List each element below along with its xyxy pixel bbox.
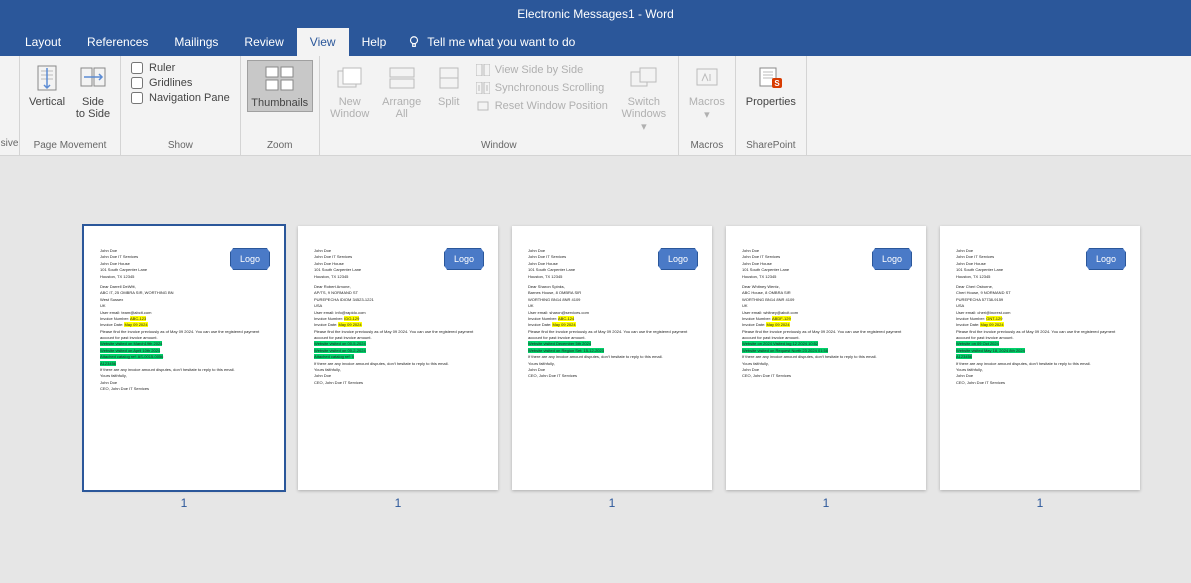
logo-badge: Logo (230, 248, 270, 270)
ribbon: sive Vertical Side to Side Page Movement… (0, 56, 1191, 156)
macros-label: Macros▾ (689, 96, 725, 121)
thumbnail-wrap: LogoJohn DoeJohn Doe IT ServicesJohn Doe… (298, 226, 498, 510)
arrange-all-label: Arrange All (382, 96, 421, 120)
vertical-icon (31, 62, 63, 94)
side-to-side-label: Side to Side (76, 96, 110, 120)
side-by-side-icon (476, 63, 490, 77)
properties-icon: S (755, 62, 787, 94)
group-show: Ruler Gridlines Navigation Pane Show (121, 56, 241, 155)
split-label: Split (438, 96, 459, 108)
ruler-checkbox[interactable]: Ruler (131, 62, 230, 74)
page-thumbnail[interactable]: LogoJohn DoeJohn Doe IT ServicesJohn Doe… (726, 226, 926, 490)
logo-badge: Logo (1086, 248, 1126, 270)
nav-check-input[interactable] (131, 92, 143, 104)
group-window: New Window Arrange All Split View Side b… (320, 56, 679, 155)
group-macros: Macros▾ Macros (679, 56, 736, 155)
ruler-check-input[interactable] (131, 62, 143, 74)
view-side-by-side-button[interactable]: View Side by Side (472, 62, 612, 78)
new-window-label: New Window (330, 96, 369, 120)
group-immersive-label: sive (1, 139, 19, 151)
switch-windows-button[interactable]: Switch Windows ▾ (616, 60, 672, 135)
thumbnail-wrap: LogoJohn DoeJohn Doe IT ServicesJohn Doe… (726, 226, 926, 510)
thumbnail-wrap: LogoJohn DoeJohn Doe IT ServicesJohn Doe… (84, 226, 284, 510)
switch-windows-icon (628, 62, 660, 94)
thumbnails-icon (264, 63, 296, 95)
side-to-side-button[interactable]: Side to Side (72, 60, 114, 122)
tell-me-label: Tell me what you want to do (427, 35, 575, 49)
arrange-all-button[interactable]: Arrange All (378, 60, 426, 122)
sync-scrolling-button[interactable]: Synchronous Scrolling (472, 80, 612, 96)
group-immersive: sive (0, 56, 20, 155)
thumbnail-wrap: LogoJohn DoeJohn Doe IT ServicesJohn Doe… (512, 226, 712, 510)
window-title: Electronic Messages1 - Word (517, 7, 674, 21)
macros-icon (691, 62, 723, 94)
page-thumbnail[interactable]: LogoJohn DoeJohn Doe IT ServicesJohn Doe… (298, 226, 498, 490)
ribbon-tabs: Layout References Mailings Review View H… (0, 28, 1191, 56)
new-window-button[interactable]: New Window (326, 60, 374, 122)
properties-button[interactable]: S Properties (742, 60, 800, 110)
group-page-movement: Vertical Side to Side Page Movement (20, 56, 121, 155)
page-thumbnail[interactable]: LogoJohn DoeJohn Doe IT ServicesJohn Doe… (940, 226, 1140, 490)
vertical-label: Vertical (29, 96, 65, 108)
logo-badge: Logo (444, 248, 484, 270)
lightbulb-icon (407, 35, 421, 49)
group-show-label: Show (168, 141, 193, 153)
group-window-label: Window (481, 141, 517, 153)
arrange-all-icon (386, 62, 418, 94)
svg-text:S: S (774, 79, 780, 88)
group-sharepoint-label: SharePoint (746, 141, 795, 153)
sync-scroll-icon (476, 81, 490, 95)
ruler-label: Ruler (149, 62, 175, 74)
title-bar: Electronic Messages1 - Word (0, 0, 1191, 28)
thumbnail-wrap: LogoJohn DoeJohn Doe IT ServicesJohn Doe… (940, 226, 1140, 510)
thumbnails-label: Thumbnails (251, 97, 308, 109)
logo-badge: Logo (872, 248, 912, 270)
logo-badge: Logo (658, 248, 698, 270)
tab-layout[interactable]: Layout (12, 28, 74, 56)
thumbnail-page-number: 1 (609, 496, 616, 510)
group-zoom: Thumbnails Zoom (241, 56, 320, 155)
thumbnail-strip: LogoJohn DoeJohn Doe IT ServicesJohn Doe… (84, 226, 1140, 510)
thumbnail-page-number: 1 (181, 496, 188, 510)
reset-window-button[interactable]: Reset Window Position (472, 98, 612, 114)
document-area: LogoJohn DoeJohn Doe IT ServicesJohn Doe… (0, 156, 1191, 583)
tab-view[interactable]: View (297, 28, 349, 56)
thumbnails-button[interactable]: Thumbnails (247, 60, 313, 112)
tab-help[interactable]: Help (349, 28, 400, 56)
thumbnail-page-number: 1 (1037, 496, 1044, 510)
switch-windows-label: Switch Windows ▾ (618, 96, 670, 133)
page-thumbnail[interactable]: LogoJohn DoeJohn Doe IT ServicesJohn Doe… (512, 226, 712, 490)
reset-window-icon (476, 99, 490, 113)
tab-references[interactable]: References (74, 28, 161, 56)
chevron-down-icon: ▾ (704, 109, 710, 121)
group-zoom-label: Zoom (267, 141, 293, 153)
gridlines-checkbox[interactable]: Gridlines (131, 77, 230, 89)
tab-mailings[interactable]: Mailings (161, 28, 231, 56)
thumbnail-page-number: 1 (395, 496, 402, 510)
split-button[interactable]: Split (430, 60, 468, 110)
gridlines-check-input[interactable] (131, 77, 143, 89)
nav-pane-checkbox[interactable]: Navigation Pane (131, 92, 230, 104)
sync-scroll-label: Synchronous Scrolling (495, 82, 604, 94)
side-by-side-label: View Side by Side (495, 64, 583, 76)
group-macros-label: Macros (690, 141, 723, 153)
side-to-side-icon (77, 62, 109, 94)
group-page-movement-label: Page Movement (34, 141, 107, 153)
vertical-button[interactable]: Vertical (26, 60, 68, 110)
group-sharepoint: S Properties SharePoint (736, 56, 807, 155)
nav-label: Navigation Pane (149, 92, 230, 104)
gridlines-label: Gridlines (149, 77, 192, 89)
properties-label: Properties (746, 96, 796, 108)
new-window-icon (334, 62, 366, 94)
reset-window-label: Reset Window Position (495, 100, 608, 112)
macros-button[interactable]: Macros▾ (685, 60, 729, 123)
thumbnail-page-number: 1 (823, 496, 830, 510)
tell-me-search[interactable]: Tell me what you want to do (407, 28, 575, 56)
chevron-down-icon: ▾ (641, 121, 647, 133)
page-thumbnail[interactable]: LogoJohn DoeJohn Doe IT ServicesJohn Doe… (84, 226, 284, 490)
split-icon (433, 62, 465, 94)
tab-review[interactable]: Review (231, 28, 296, 56)
